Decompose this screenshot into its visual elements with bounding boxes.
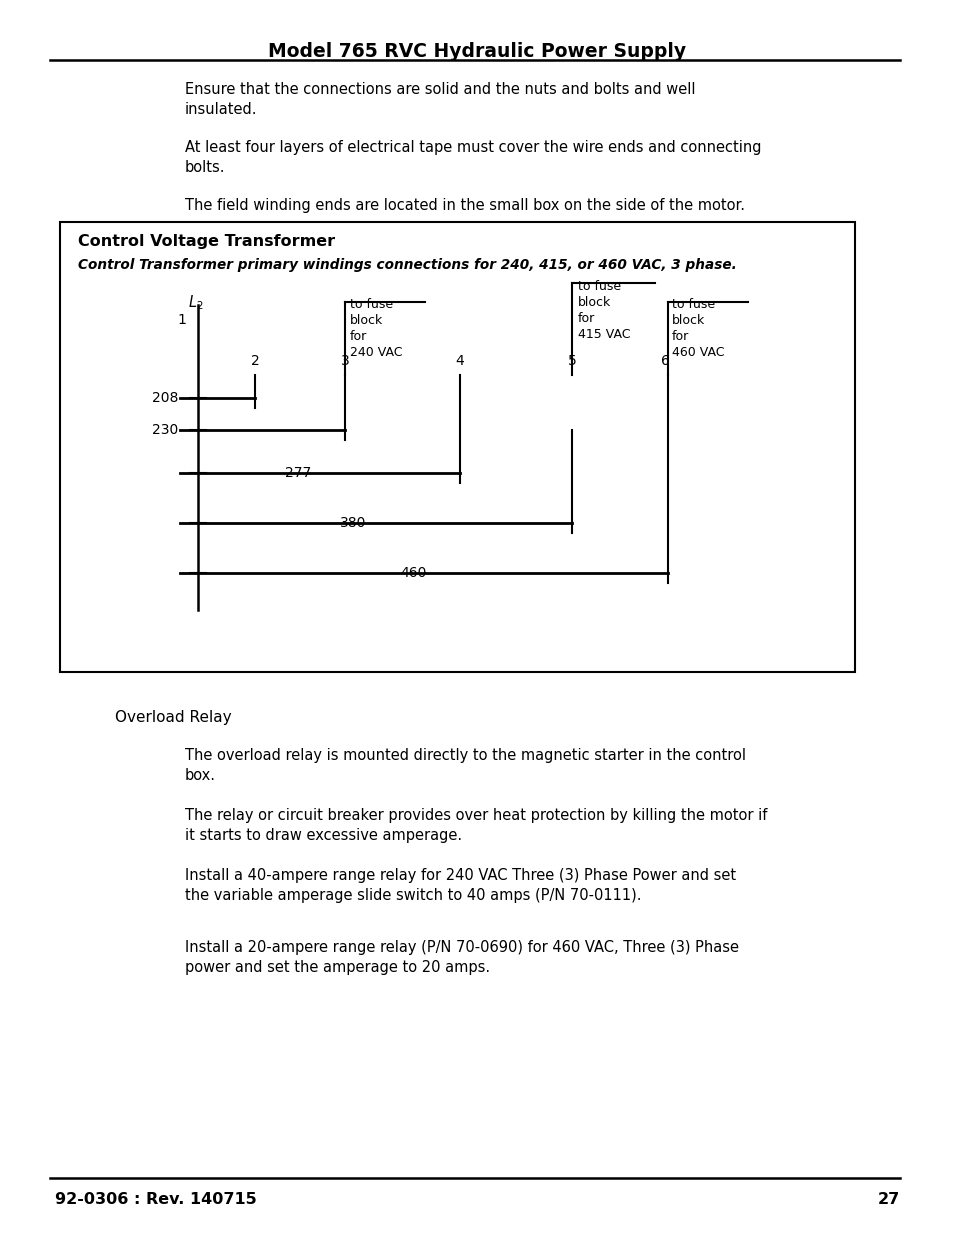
Text: Ensure that the connections are solid and the nuts and bolts and well
insulated.: Ensure that the connections are solid an…	[185, 82, 695, 117]
Text: 92-0306 : Rev. 140715: 92-0306 : Rev. 140715	[55, 1192, 256, 1207]
Text: Control Voltage Transformer: Control Voltage Transformer	[78, 233, 335, 249]
Text: At least four layers of electrical tape must cover the wire ends and connecting
: At least four layers of electrical tape …	[185, 140, 760, 175]
Text: 380: 380	[339, 516, 366, 530]
Text: 6: 6	[659, 354, 669, 368]
Text: Install a 40-ampere range relay for 240 VAC Three (3) Phase Power and set
the va: Install a 40-ampere range relay for 240 …	[185, 868, 736, 903]
Text: Overload Relay: Overload Relay	[115, 710, 232, 725]
Text: 208: 208	[152, 391, 178, 405]
Text: 1: 1	[177, 312, 186, 327]
Text: 460: 460	[399, 566, 426, 580]
Text: 5: 5	[567, 354, 576, 368]
Text: 27: 27	[877, 1192, 899, 1207]
Text: The field winding ends are located in the small box on the side of the motor.: The field winding ends are located in th…	[185, 198, 744, 212]
Text: 277: 277	[285, 466, 311, 480]
Text: $L_2$: $L_2$	[188, 293, 203, 311]
Text: 230: 230	[152, 424, 178, 437]
Text: 2: 2	[251, 354, 259, 368]
Text: Install a 20-ampere range relay (P/N 70-0690) for 460 VAC, Three (3) Phase
power: Install a 20-ampere range relay (P/N 70-…	[185, 940, 739, 974]
Text: to fuse
block
for
460 VAC: to fuse block for 460 VAC	[671, 298, 723, 359]
Text: The overload relay is mounted directly to the magnetic starter in the control
bo: The overload relay is mounted directly t…	[185, 748, 745, 783]
Text: 3: 3	[340, 354, 349, 368]
Text: to fuse
block
for
415 VAC: to fuse block for 415 VAC	[578, 280, 630, 341]
Text: 4: 4	[456, 354, 464, 368]
Text: Control Transformer primary windings connections for 240, 415, or 460 VAC, 3 pha: Control Transformer primary windings con…	[78, 258, 736, 272]
Text: The relay or circuit breaker provides over heat protection by killing the motor : The relay or circuit breaker provides ov…	[185, 808, 766, 842]
Text: Model 765 RVC Hydraulic Power Supply: Model 765 RVC Hydraulic Power Supply	[268, 42, 685, 61]
Text: to fuse
block
for
240 VAC: to fuse block for 240 VAC	[350, 298, 402, 359]
Bar	[60, 222, 854, 672]
